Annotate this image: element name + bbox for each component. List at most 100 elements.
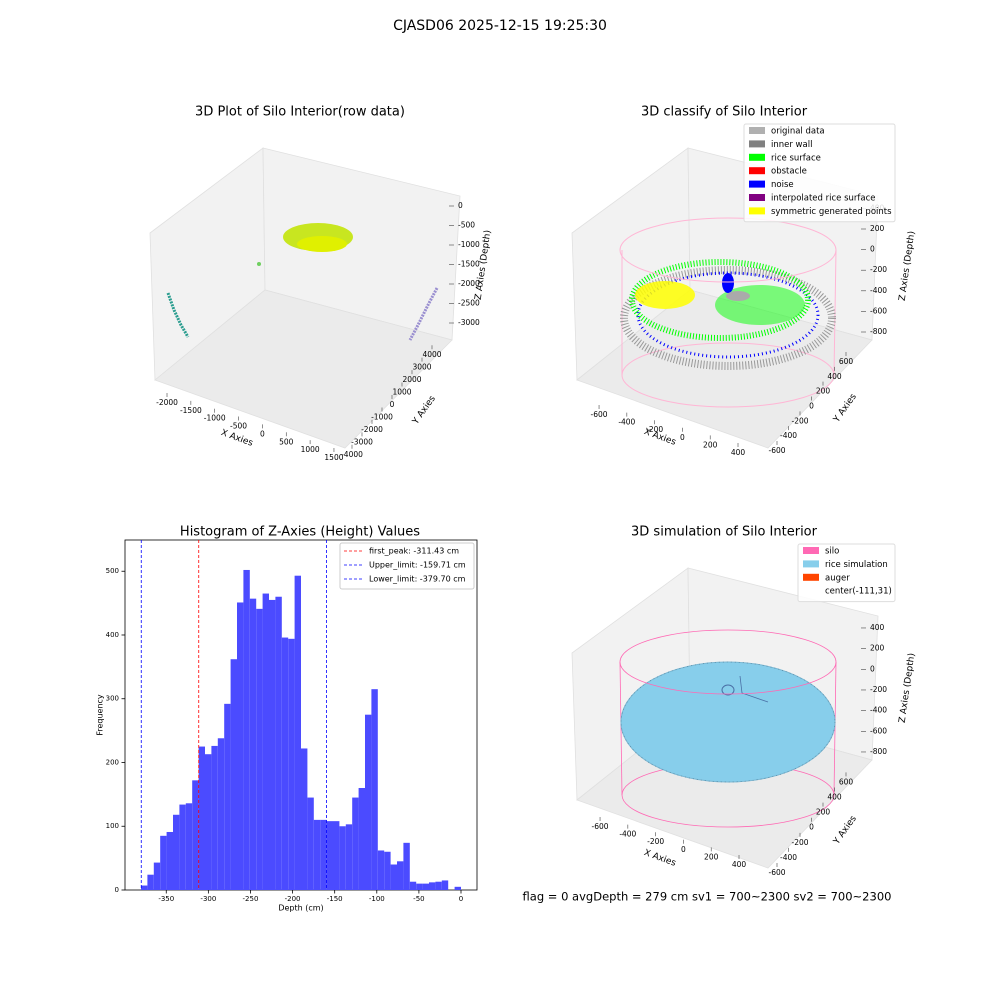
bar <box>326 821 333 890</box>
chart-title: 3D Plot of Silo Interior(row data) <box>195 105 405 120</box>
y-tick-label: 200 <box>816 387 831 396</box>
bar <box>429 882 436 890</box>
legend-box <box>743 123 896 223</box>
z-tick-label: -600 <box>870 726 887 735</box>
x-tick-label: -50 <box>413 895 424 903</box>
y-tick-label: -600 <box>768 446 785 455</box>
x-tick-label: -200 <box>285 895 301 903</box>
bar <box>205 754 212 890</box>
figure-title: CJASD06 2025-12-15 19:25:30 <box>393 18 607 34</box>
legend-label: noise <box>771 180 794 190</box>
z-tick-label: 0 <box>458 201 463 210</box>
legend-swatch <box>749 207 765 215</box>
bar <box>313 819 321 890</box>
bar <box>153 862 161 890</box>
bar <box>288 638 295 890</box>
x-tick-label: -1000 <box>204 414 226 423</box>
legend-label: auger <box>825 573 850 583</box>
z-tick-label: -3000 <box>458 318 480 327</box>
z-tick-label: -2500 <box>458 299 480 308</box>
x-tick-label: -200 <box>646 425 663 434</box>
x-tick-label: 400 <box>732 860 747 869</box>
legend-swatch <box>803 560 819 568</box>
x-tick-label: -400 <box>618 418 635 427</box>
bar <box>237 602 244 890</box>
point-cloud <box>619 217 837 408</box>
z-tick-label: -1000 <box>458 240 480 249</box>
y-tick-label: 2000 <box>402 375 421 384</box>
y-tick-label: 600 <box>839 357 854 366</box>
box-3d <box>149 147 461 449</box>
z-tick-label: 400 <box>870 623 885 632</box>
legend-label: rice simulation <box>825 560 888 570</box>
z-tick-label: -1500 <box>458 260 480 269</box>
bar <box>185 803 193 890</box>
bar <box>249 598 257 890</box>
x-tick-label: -100 <box>369 895 385 903</box>
axis-label: Y Axies <box>410 394 438 427</box>
bar <box>403 842 410 890</box>
bar <box>454 886 461 890</box>
bar <box>269 599 276 890</box>
z-tick-label: -400 <box>870 706 887 715</box>
x-tick-label: -600 <box>591 410 608 419</box>
y-tick-label: 400 <box>106 631 119 639</box>
bar <box>441 880 449 890</box>
z-tick-label: -800 <box>870 747 887 756</box>
y-tick-label: 500 <box>106 567 119 575</box>
y-tick-label: 600 <box>839 777 854 786</box>
legend-label: inner wall <box>771 140 812 150</box>
legend-label: first_peak: -311.43 cm <box>369 547 459 556</box>
annotation: flag = 0 avgDepth = 279 cm sv1 = 700~230… <box>523 890 892 904</box>
axis-label: Y Axies <box>831 392 859 425</box>
legend-label: interpolated rice surface <box>771 194 876 204</box>
axis-label: Z Axies (Depth) <box>898 652 918 723</box>
legend-label: obstacle <box>771 167 807 177</box>
bar <box>275 596 282 890</box>
x-tick-label: 1500 <box>324 453 343 462</box>
y-tick-label: 100 <box>106 822 119 830</box>
legend-label: Lower_limit: -379.70 cm <box>369 575 466 584</box>
legend-box <box>339 542 475 590</box>
bar <box>416 883 423 890</box>
x-tick-label: -600 <box>592 822 609 831</box>
point-cloud <box>619 629 837 828</box>
y-tick-label: -600 <box>768 868 785 877</box>
x-tick-label: 500 <box>279 437 294 446</box>
bar <box>160 835 167 890</box>
z-tick-label: 200 <box>870 644 885 653</box>
legend-swatch <box>749 194 765 201</box>
bar <box>397 861 404 890</box>
legend-swatch <box>803 547 819 554</box>
bar <box>320 819 327 890</box>
y-tick-label: 0 <box>390 400 395 409</box>
bar <box>384 851 391 890</box>
bar <box>339 826 346 890</box>
x-tick-label: 0 <box>681 845 686 854</box>
legend-label: Upper_limit: -159.71 cm <box>369 561 466 570</box>
z-tick-label: -200 <box>870 685 887 694</box>
z-tick-label: 0 <box>870 245 875 254</box>
bar <box>243 569 250 890</box>
y-tick-label: -1000 <box>371 412 393 421</box>
x-tick-label: -300 <box>200 895 216 903</box>
x-tick-label: -350 <box>158 895 174 903</box>
bar <box>141 885 148 890</box>
bar <box>294 575 301 890</box>
x-tick-label: -2000 <box>156 398 178 407</box>
axis-label: Z Axies (Depth) <box>898 230 918 301</box>
legend-label: original data <box>771 127 825 137</box>
legend-label: center(-111,31) <box>825 587 892 597</box>
bar <box>281 637 289 890</box>
bar <box>352 797 359 890</box>
legend-label: silo <box>825 547 839 557</box>
y-tick-label: 0 <box>809 823 814 832</box>
y-axis-label: Frequency <box>96 694 105 736</box>
z-tick-label: -600 <box>870 306 887 315</box>
bar <box>192 780 199 890</box>
y-tick-label: 300 <box>106 695 119 703</box>
axis-label: Y Axies <box>831 814 859 847</box>
x-axis-label: Depth (cm) <box>278 904 323 913</box>
bar <box>179 804 186 890</box>
